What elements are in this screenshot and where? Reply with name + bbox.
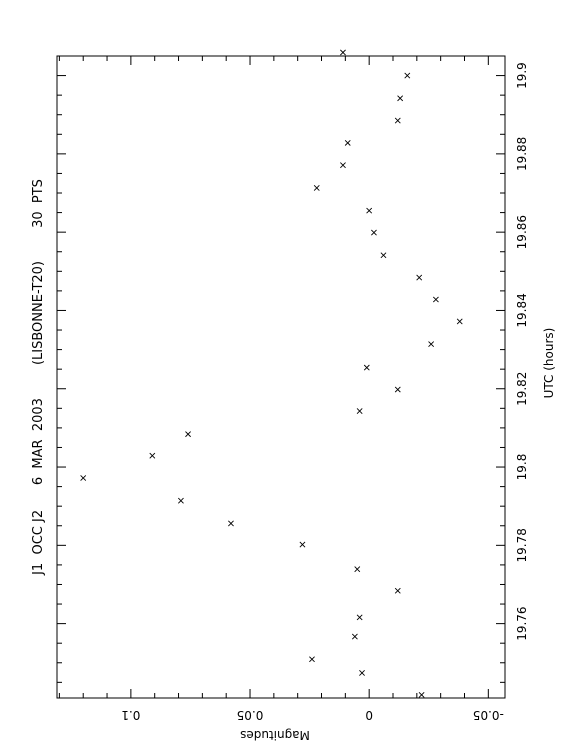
data-point [299,541,306,548]
data-point [340,49,346,56]
data-point [359,670,365,676]
data-point-stroke [356,408,363,414]
data-point-stroke [228,520,234,527]
data-point-stroke [363,364,370,371]
data-point [371,229,377,236]
x-tick-label: 19.9 [515,62,529,89]
y-tick-label: 0 [365,708,373,722]
x-axis-label: UTC (hours) [542,328,556,399]
data-point-stroke [313,185,320,191]
data-point-stroke [428,341,435,348]
x-tick-label: 19.78 [515,528,529,562]
data-point-stroke [309,656,315,663]
data-point-stroke [80,475,87,481]
x-tick-label: 19.8 [515,454,529,481]
data-point-stroke [177,497,184,504]
x-tick-label: 19.84 [515,293,529,327]
data-point-stroke [371,229,377,236]
data-point [380,252,387,259]
chart-title: J1 OCC J2 6 MAR 2003 (LISBONNE-T20) 30 P… [31,179,46,576]
data-point [340,162,346,169]
data-point [356,614,363,621]
data-point-stroke [394,117,401,124]
data-point-stroke [456,318,463,325]
data-point [177,497,184,504]
y-tick-label: 0.1 [121,708,140,722]
data-point [351,633,358,640]
data-point-stroke [366,207,373,214]
data-point [397,95,404,102]
data-point-stroke [356,614,363,621]
data-point [354,566,361,573]
data-point [149,452,156,459]
plot-frame [56,55,506,699]
data-point [416,274,423,281]
y-tick-label: -0.05 [473,708,504,722]
data-point-stroke [394,587,401,594]
data-point [366,207,373,214]
data-point [344,139,351,146]
data-point-stroke [416,274,423,281]
data-point [185,431,191,438]
data-point [363,364,370,371]
data-point-stroke [185,431,191,438]
data-point-stroke [340,162,346,169]
data-point [309,656,315,663]
data-point [418,691,425,698]
x-tick-label: 19.76 [515,606,529,640]
x-tick-label: 19.88 [515,137,529,171]
data-point-stroke [340,49,346,56]
data-point [428,341,435,348]
x-tick-label: 19.86 [515,215,529,249]
data-point [432,296,439,303]
data-point [80,475,87,481]
data-point-stroke [394,386,401,393]
data-point-stroke [418,691,425,698]
data-point [404,72,411,79]
data-point [394,587,401,594]
data-point-stroke [432,296,439,303]
data-point [394,117,401,124]
data-point-stroke [380,252,387,259]
x-tick-label: 19.82 [515,372,529,406]
data-point-stroke [354,566,361,573]
data-point-stroke [359,670,365,676]
y-axis-label: Magnitudes [240,728,310,742]
data-point-stroke [397,95,404,102]
data-point [356,408,363,414]
data-point [228,520,234,527]
data-point [394,386,401,393]
data-point-stroke [149,452,156,459]
tick-labels: 19.76 19.78 19.8 19.82 19.84 19.86 19.88 19.9 -0… [121,62,529,722]
axis-ticks [57,55,505,698]
data-point-stroke [404,72,411,79]
data-point-stroke [351,633,358,640]
data-point-stroke [299,541,306,548]
data-point [456,318,463,325]
data-point-stroke [344,139,351,146]
data-point [313,185,320,191]
y-tick-label: 0.05 [237,708,264,722]
data-points [80,49,463,698]
